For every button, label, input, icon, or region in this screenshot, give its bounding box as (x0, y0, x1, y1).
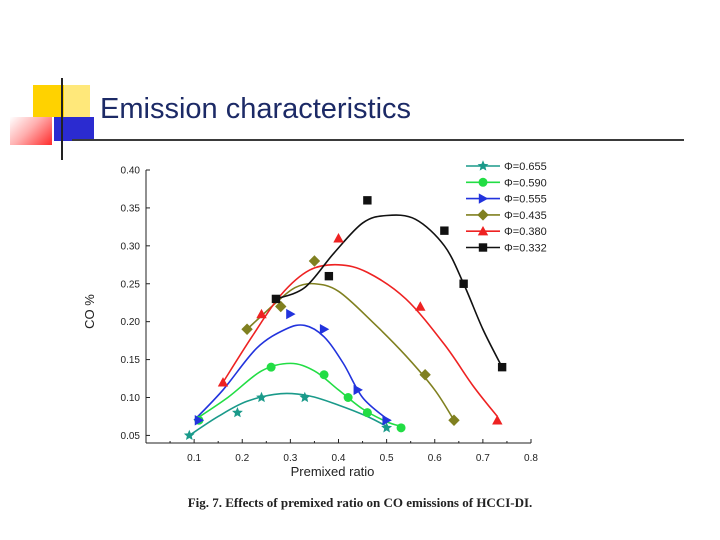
data-point (319, 324, 330, 335)
x-tick-label: 0.7 (476, 453, 490, 464)
series-curve (275, 214, 503, 368)
y-tick-label: 0.05 (121, 431, 141, 442)
legend-label: Φ=0.655 (504, 161, 547, 173)
x-tick-label: 0.1 (187, 453, 201, 464)
data-point (319, 370, 329, 380)
data-point (419, 369, 431, 381)
chart-legend: Φ=0.655 Φ=0.590 Φ=0.555 Φ=0.435 Φ=0.380 Φ=0.3… (466, 160, 547, 255)
data-point (271, 294, 281, 304)
data-point (353, 384, 363, 396)
data-point (492, 415, 503, 425)
y-tick-label: 0.25 (121, 279, 141, 290)
y-tick-label: 0.10 (121, 393, 141, 404)
y-axis-label: CO % (82, 294, 97, 329)
legend-label: Φ=0.380 (504, 226, 547, 238)
legend-label: Φ=0.435 (504, 210, 547, 222)
data-point (448, 414, 460, 426)
x-tick-label: 0.4 (332, 453, 346, 464)
data-point (308, 255, 321, 267)
legend-marker (478, 177, 488, 187)
data-point (415, 301, 426, 311)
data-point (362, 408, 372, 418)
data-point (324, 271, 334, 281)
deco-yellow-square (33, 85, 65, 117)
y-tick-label: 0.35 (121, 203, 141, 214)
deco-blue-square (54, 117, 94, 141)
data-point (266, 362, 276, 372)
data-point (440, 226, 449, 235)
series-curve (188, 392, 387, 437)
chart-curves (188, 214, 503, 437)
data-point (256, 308, 267, 319)
legend-label: Φ=0.555 (504, 194, 547, 206)
x-tick-label: 0.8 (524, 453, 538, 464)
data-point (286, 308, 296, 320)
figure-caption: Fig. 7. Effects of premixed ratio on CO … (187, 495, 533, 510)
deco-red-square (10, 117, 52, 145)
data-point (381, 422, 393, 433)
y-tick-label: 0.40 (121, 166, 141, 177)
data-point (275, 300, 287, 313)
data-point (194, 415, 205, 426)
x-tick-label: 0.3 (283, 453, 297, 464)
data-point (299, 391, 311, 403)
data-point (217, 377, 229, 387)
x-tick-label: 0.2 (235, 453, 249, 464)
data-point (232, 406, 243, 418)
data-point (343, 393, 353, 402)
legend-marker (477, 209, 489, 221)
legend-marker (477, 160, 489, 171)
data-point (396, 423, 406, 433)
data-point (459, 279, 468, 288)
data-point (183, 429, 195, 441)
legend-marker (478, 193, 489, 204)
data-point (333, 233, 344, 243)
deco-vertical-bar (61, 78, 63, 160)
data-point (382, 415, 392, 426)
chart-markers (183, 196, 507, 441)
x-tick-label: 0.5 (380, 453, 394, 464)
chart-axes: 0.1 0.2 0.3 0.4 0.5 0.6 0.7 0.8 0.05 0.10 0.15 0.20… (82, 166, 538, 480)
data-point (256, 391, 267, 403)
x-axis-label: Premixed ratio (291, 464, 375, 479)
y-tick-label: 0.20 (121, 317, 141, 328)
series-curve (193, 362, 402, 428)
series-curve (222, 263, 498, 417)
data-point (363, 196, 372, 205)
y-tick-label: 0.15 (121, 355, 141, 366)
legend-marker (477, 226, 489, 236)
data-point (241, 323, 253, 335)
data-point (497, 362, 507, 372)
x-tick-label: 0.6 (428, 453, 442, 464)
title-divider (72, 139, 684, 141)
slide-title: Emission characteristics (100, 93, 412, 125)
legend-label: Φ=0.332 (504, 243, 547, 255)
legend-label: Φ=0.590 (504, 177, 547, 189)
deco-yellow-square-2 (64, 85, 90, 117)
y-tick-label: 0.30 (121, 241, 141, 252)
legend-marker (478, 243, 488, 252)
